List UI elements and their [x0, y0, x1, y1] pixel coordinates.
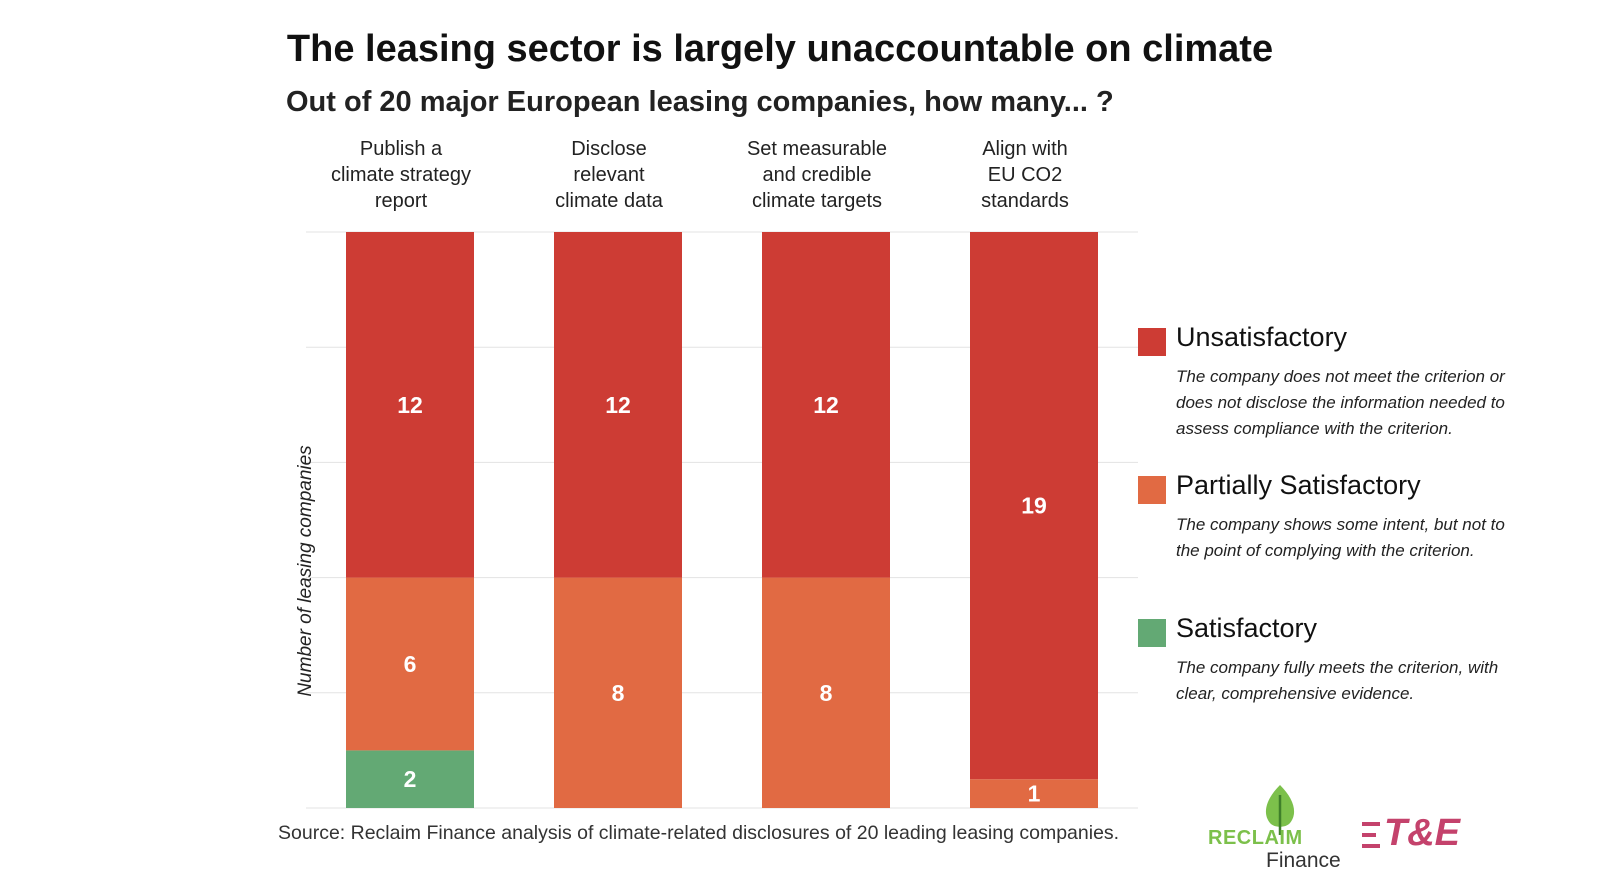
category-label-climate-targets: Set measurable and credible climate targ… [746, 138, 888, 212]
chart-subtitle: Out of 20 major European leasing compani… [286, 86, 1114, 118]
legend-name-satisfactory: Satisfactory [1176, 613, 1318, 643]
transport-environment-logo: T&E [1362, 812, 1492, 860]
bar-segment-partially-satisfactory [554, 577, 682, 808]
bar-segment-unsatisfactory [554, 232, 682, 578]
bar-value-labels: 2 6 12 8 12 8 12 1 19 [397, 392, 1047, 807]
source-note: Source: Reclaim Finance analysis of clim… [278, 822, 1120, 844]
bar-value-label: 19 [1021, 493, 1047, 519]
bar-segment-unsatisfactory [346, 232, 474, 578]
legend-swatch-satisfactory [1138, 619, 1166, 647]
legend-swatch-partially-satisfactory [1138, 476, 1166, 504]
te-wordmark: T&E [1384, 812, 1460, 854]
legend-name-partially-satisfactory: Partially Satisfactory [1176, 470, 1421, 500]
legend-swatch-unsatisfactory [1138, 328, 1166, 356]
reclaim-wordmark: RECLAIM [1208, 827, 1303, 849]
leaf-icon [1265, 785, 1295, 835]
te-stripe-bottom [1362, 844, 1380, 848]
bar-segment-partially-satisfactory [762, 577, 890, 808]
y-axis-label: Number of leasing companies [295, 445, 316, 697]
category-label-climate-strategy: Publish a climate strategy report [330, 138, 472, 212]
bar-segment-partially-satisfactory [970, 779, 1098, 808]
bar-value-label: 12 [397, 392, 423, 418]
legend-description-partially-satisfactory: The company shows some intent, but not t… [1176, 515, 1505, 560]
bars [346, 232, 1098, 808]
reclaim-finance-logo: RECLAIM Finance [1208, 783, 1348, 873]
bar-segment-partially-satisfactory [346, 577, 474, 751]
legend-description-unsatisfactory: The company does not meet the criterion … [1176, 367, 1505, 438]
legend-name-unsatisfactory: Unsatisfactory [1176, 322, 1348, 352]
bar-value-label: 8 [612, 680, 625, 706]
bar-value-label: 1 [1028, 781, 1041, 807]
category-label-eu-co2: Align with EU CO2 standards [981, 138, 1069, 212]
bar-value-label: 12 [813, 392, 839, 418]
te-stripe-middle [1362, 833, 1376, 837]
bar-value-label: 8 [820, 680, 833, 706]
bar-segment-unsatisfactory [970, 232, 1098, 780]
chart-title: The leasing sector is largely unaccounta… [286, 28, 1274, 70]
finance-wordmark: Finance [1266, 849, 1341, 872]
category-label-climate-data: Disclose relevant climate data [555, 138, 663, 212]
bar-value-label: 6 [404, 651, 417, 677]
bar-segment-satisfactory [346, 750, 474, 808]
bar-value-label: 12 [605, 392, 631, 418]
legend-description-satisfactory: The company fully meets the criterion, w… [1176, 658, 1499, 703]
bar-segment-unsatisfactory [762, 232, 890, 578]
te-stripe-top [1362, 822, 1380, 826]
bar-value-label: 2 [404, 766, 417, 792]
